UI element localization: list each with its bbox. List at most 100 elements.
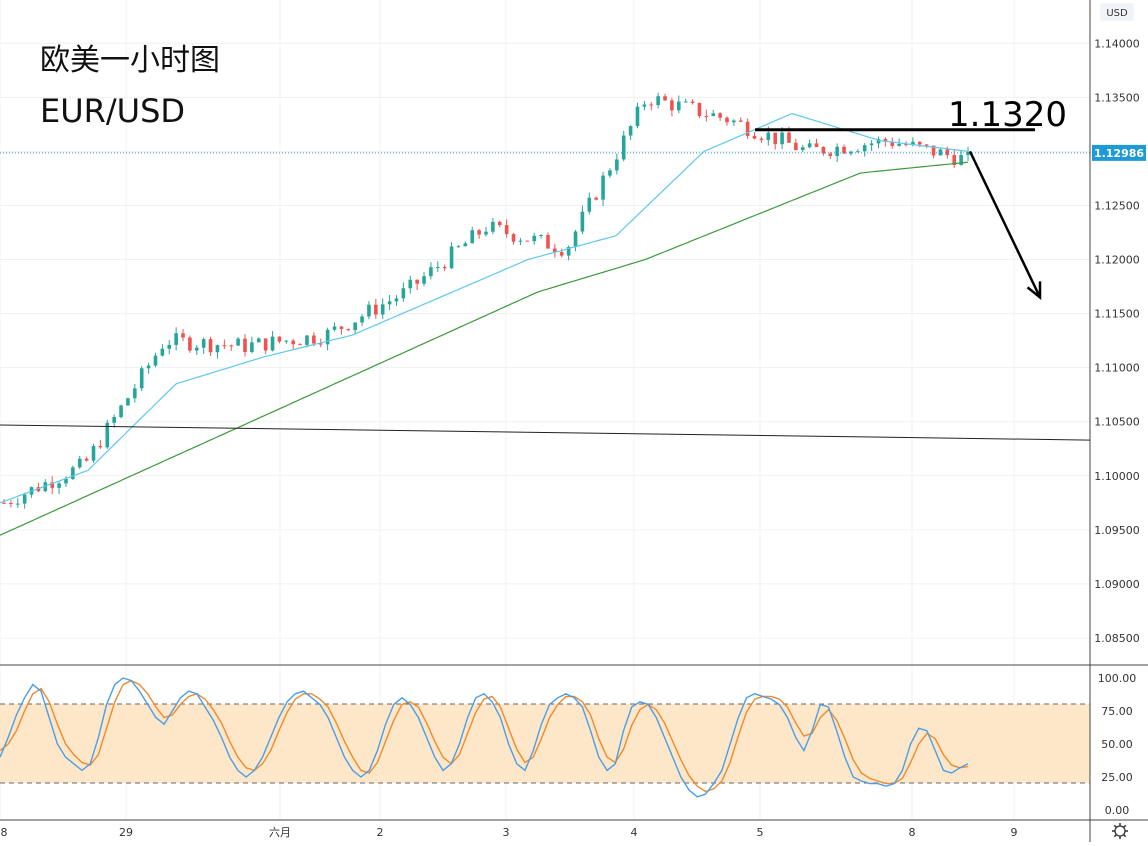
price-tick-label: 1.12000: [1094, 254, 1140, 267]
candle-body: [305, 335, 309, 345]
candle-body: [828, 153, 833, 156]
candle-body: [380, 304, 385, 315]
candle-body: [931, 145, 936, 156]
price-tick-label: 1.09000: [1094, 578, 1140, 591]
candle-body: [904, 144, 908, 146]
candle-body: [71, 467, 75, 479]
candle-body: [725, 117, 729, 123]
candle-body: [57, 483, 61, 488]
candle-body: [711, 113, 716, 117]
price-axis-bg: [1090, 0, 1148, 820]
candle-body: [126, 398, 130, 406]
candle-body: [146, 365, 151, 369]
candle-body: [587, 197, 592, 212]
candle-body: [263, 338, 268, 351]
candle-body: [856, 151, 860, 153]
candle-body: [924, 144, 929, 146]
candle-body: [745, 121, 750, 136]
osc-tick-label: 100.00: [1098, 672, 1137, 685]
candle-body: [408, 279, 413, 289]
candle-body: [553, 248, 557, 253]
candle-body: [394, 298, 399, 302]
candle-body: [449, 246, 454, 269]
candle-body: [360, 316, 364, 323]
candle-body: [759, 138, 764, 140]
candles: [2, 92, 970, 509]
candle-body: [821, 147, 826, 154]
candle-body: [98, 446, 103, 448]
candle-body: [608, 170, 612, 176]
price-tick-label: 1.11500: [1094, 308, 1140, 321]
candle-body: [256, 338, 261, 343]
price-tick-label: 1.10000: [1094, 470, 1140, 483]
candle-body: [787, 132, 791, 143]
candle-body: [704, 115, 709, 117]
price-tick-label: 1.12500: [1094, 199, 1140, 212]
candle-body: [312, 335, 316, 344]
candle-body: [807, 143, 812, 148]
candle-body: [401, 288, 406, 299]
time-label: 29: [119, 826, 133, 839]
candle-body: [2, 502, 6, 504]
price-tick-label: 1.13500: [1094, 91, 1140, 104]
candle-body: [780, 132, 784, 145]
candle-body: [649, 104, 654, 106]
current-price-label: 1.12986: [1094, 147, 1144, 160]
candle-body: [367, 304, 371, 317]
osc-tick-label: 50.00: [1101, 738, 1133, 751]
time-label: 8: [909, 826, 916, 839]
osc-tick-label: 25.00: [1101, 771, 1133, 784]
time-labels: 8 29 六月 2 3 4 5 8 9: [1, 826, 1018, 839]
candle-body: [869, 143, 874, 146]
settings-gear-icon[interactable]: [1112, 823, 1128, 839]
price-ticks: 1.140001.135001.130001.125001.120001.115…: [1094, 37, 1140, 645]
candle-body: [119, 405, 123, 417]
candle-body: [91, 446, 96, 461]
time-label: 8: [1, 826, 8, 839]
candle-body: [642, 104, 647, 107]
currency-badge: [1100, 3, 1134, 21]
candle-body: [504, 225, 509, 235]
price-tick-label: 1.11000: [1094, 362, 1140, 375]
candle-body: [270, 336, 275, 351]
candle-body: [732, 120, 736, 123]
candle-body: [463, 243, 468, 247]
candle-body: [105, 422, 110, 448]
currency-label: USD: [1106, 8, 1128, 19]
candle-body: [477, 230, 481, 235]
candle-body: [573, 231, 578, 248]
candle-body: [594, 197, 598, 200]
candle-body: [174, 333, 178, 345]
candle-body: [511, 234, 516, 242]
candle-body: [374, 304, 378, 315]
price-tick-label: 1.10500: [1094, 416, 1140, 429]
candle-body: [601, 175, 605, 200]
candle-body: [236, 338, 240, 346]
candle-body: [945, 149, 950, 156]
candle-body: [298, 344, 302, 346]
candle-body: [250, 342, 254, 352]
candle-body: [50, 482, 54, 488]
forecast-arrow: [968, 150, 1042, 298]
candle-body: [222, 345, 227, 347]
candle-body: [835, 146, 839, 156]
time-label: 3: [503, 826, 510, 839]
candle-body: [883, 138, 888, 142]
time-label: 2: [377, 826, 384, 839]
candle-body: [84, 458, 89, 461]
candle-body: [456, 246, 461, 248]
candle-body: [849, 151, 853, 154]
candle-body: [284, 340, 289, 342]
candle-body: [208, 339, 213, 353]
candle-body: [814, 143, 819, 148]
candle-body: [470, 230, 475, 244]
candle-body: [890, 141, 895, 146]
candle-body: [911, 141, 915, 146]
candle-body: [112, 416, 116, 423]
stoch-d-line: [0, 679, 969, 793]
candle-body: [291, 340, 295, 345]
candle-body: [64, 478, 68, 484]
candle-body: [133, 388, 137, 399]
